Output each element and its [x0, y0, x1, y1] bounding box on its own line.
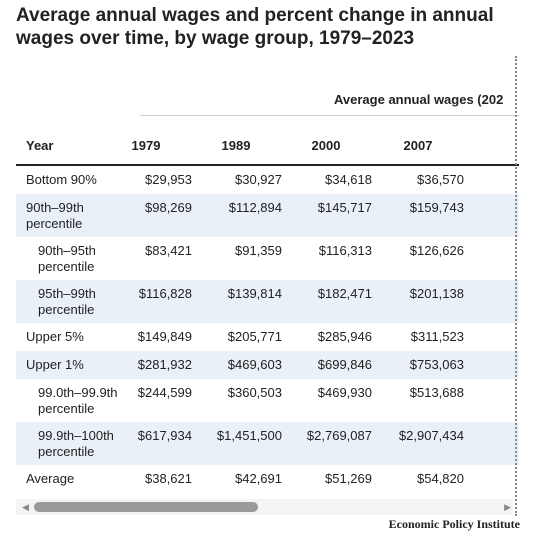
source-credit: Economic Policy Institute: [388, 517, 520, 531]
value-cell-2007: $36,570: [417, 172, 464, 187]
value-cell-1989: $30,927: [235, 172, 282, 187]
value-cell-1979: $116,828: [138, 286, 192, 301]
value-cell-1989: $42,691: [235, 471, 282, 486]
table-title: Average annual wages and percent change …: [16, 5, 494, 49]
value-cell-2000: $2,769,087: [306, 428, 372, 443]
column-header-year: Year: [26, 138, 54, 153]
value-cell-1989: $112,894: [228, 200, 282, 215]
table-viewport[interactable]: Average annual wages (202 Year 1979 1989 20…: [16, 80, 519, 490]
value-cell-2007: $2,907,434: [398, 428, 464, 443]
row-label: Average: [26, 471, 75, 486]
value-cell-2000: $34,618: [325, 172, 372, 187]
value-cell-1989: $139,814: [227, 286, 282, 301]
column-group-header: Average annual wages (202: [334, 92, 504, 107]
table-row: 99.0th–99.9th percentile $244,599 $360,503…: [16, 379, 519, 422]
value-cell-1989: $91,359: [235, 243, 282, 258]
value-cell-1979: $83,421: [145, 243, 192, 258]
row-label: 90th–95th percentile: [38, 243, 96, 274]
value-cell-2007: $311,523: [410, 329, 464, 344]
value-cell-2007: $126,626: [409, 243, 464, 258]
scrollbar-thumb[interactable]: [34, 502, 258, 512]
value-cell-1979: $98,269: [145, 200, 192, 215]
value-cell-2000: $699,846: [317, 357, 372, 372]
value-cell-2000: $285,946: [317, 329, 372, 344]
column-header-2007: 2007: [403, 138, 433, 153]
row-label: 99.0th–99.9th percentile: [38, 385, 118, 416]
horizontal-scrollbar[interactable]: ◀ ▶: [16, 499, 513, 515]
value-cell-1989: $469,603: [227, 357, 282, 372]
value-cell-2007: $513,688: [409, 385, 464, 400]
value-cell-2000: $182,471: [317, 286, 372, 301]
value-cell-1979: $38,621: [145, 471, 192, 486]
value-cell-2000: $469,930: [317, 385, 372, 400]
value-cell-1979: $29,953: [145, 172, 192, 187]
value-cell-2007: $201,138: [409, 286, 464, 301]
column-header-2000: 2000: [311, 138, 341, 153]
header-row: Year 1979 1989 2000 2007: [16, 130, 519, 164]
value-cell-1979: $244,599: [137, 385, 192, 400]
table-row: Average $38,621 $42,691 $51,269 $54,820: [16, 465, 519, 490]
row-label: Upper 1%: [26, 357, 84, 372]
value-cell-2007: $54,820: [417, 471, 464, 486]
scroll-right-arrow-icon[interactable]: ▶: [504, 502, 511, 512]
row-label: Upper 5%: [26, 329, 84, 344]
value-cell-2000: $116,313: [318, 243, 372, 258]
table-row: Bottom 90% $29,953 $30,927 $34,618 $36,570: [16, 166, 519, 194]
column-header-1989: 1989: [221, 138, 251, 153]
row-label: 95th–99th percentile: [38, 286, 96, 317]
value-cell-2007: $753,063: [409, 357, 464, 372]
row-label: Bottom 90%: [26, 172, 97, 187]
header-divider: [16, 164, 519, 166]
table-row: 95th–99th percentile $116,828 $139,814 $182…: [16, 280, 519, 323]
value-cell-2007: $159,743: [409, 200, 464, 215]
value-cell-1979: $149,849: [137, 329, 192, 344]
column-group-rule: [140, 115, 519, 116]
value-cell-2000: $145,717: [317, 200, 372, 215]
value-cell-1979: $281,932: [137, 357, 192, 372]
value-cell-1989: $360,503: [227, 385, 282, 400]
column-header-1979: 1979: [131, 138, 161, 153]
value-cell-1989: $1,451,500: [216, 428, 282, 443]
value-cell-1989: $205,771: [227, 329, 282, 344]
table-row: Upper 5% $149,849 $205,771 $285,946 $311,523: [16, 323, 519, 351]
scroll-left-arrow-icon[interactable]: ◀: [22, 502, 29, 512]
table-row: 90th–95th percentile $83,421 $91,359 $116,3…: [16, 237, 519, 280]
table-row: 99.9th–100th percentile $617,934 $1,451,50…: [16, 422, 519, 465]
table-row: Upper 1% $281,932 $469,603 $699,846 $753,063: [16, 351, 519, 379]
table-row: 90th–99th percentile $98,269 $112,894 $145,…: [16, 194, 519, 237]
value-cell-1979: $617,934: [137, 428, 192, 443]
value-cell-2000: $51,269: [325, 471, 372, 486]
overflow-indicator: [515, 56, 517, 516]
row-label: 99.9th–100th percentile: [38, 428, 114, 459]
row-label: 90th–99th percentile: [26, 200, 84, 231]
